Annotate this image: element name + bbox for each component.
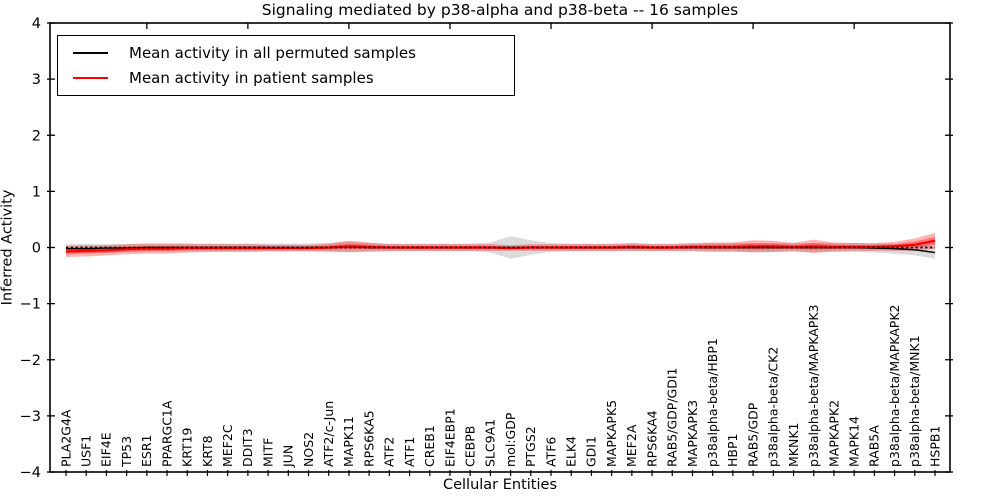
legend-entry-patient: Mean activity in patient samples	[73, 69, 514, 87]
permuted-line-swatch	[73, 52, 108, 54]
x-tick-labels: PLA2G4A USF1 EIF4E TP53 ESR1 PPARGC1A KRT19 KRT…	[58, 305, 942, 469]
x-tick-label: ATF2/c-Jun	[321, 401, 336, 467]
y-tick-label: −3	[20, 409, 41, 425]
x-tick-label: DDIT3	[240, 428, 255, 467]
y-tick-label: 3	[32, 72, 41, 88]
x-tick-label: CEBPB	[462, 426, 477, 467]
y-tick-labels: 4 3 2 1 0 −1 −2 −3 −4	[20, 16, 41, 481]
lines-layer	[65, 239, 936, 254]
x-tick-label: MEF2A	[624, 424, 639, 467]
y-tick-label: 2	[32, 128, 41, 144]
x-tick-label: HBP1	[725, 434, 740, 467]
x-axis-label: Cellular Entities	[442, 477, 558, 493]
x-tick-label: PLA2G4A	[58, 409, 73, 467]
x-tick-label: mol:GDP	[503, 412, 518, 467]
y-axis-label: Inferred Activity	[0, 189, 16, 306]
x-tick-label: MAPKAPK3	[685, 400, 700, 467]
legend-label: Mean activity in all permuted samples	[129, 44, 416, 62]
x-tick-label: RAB5/GDP	[745, 402, 760, 467]
x-tick-label: PTGS2	[523, 426, 538, 467]
x-tick-label: EIF4EBP1	[442, 408, 457, 467]
x-tick-label: CREB1	[422, 425, 437, 467]
chart-title: Signaling mediated by p38-alpha and p38-…	[261, 1, 739, 19]
x-tick-label: SLC9A1	[483, 419, 498, 467]
x-tick-label: ESR1	[139, 435, 154, 467]
x-tick-label: MKNK1	[786, 423, 801, 467]
y-tick-label: 0	[32, 241, 41, 257]
y-tick-label: −2	[20, 353, 41, 369]
x-tick-label: RPS6KA4	[644, 410, 659, 467]
axes-layer	[47, 22, 953, 476]
x-tick-label: RAB5A	[867, 425, 882, 467]
legend-label: Mean activity in patient samples	[129, 69, 374, 87]
x-tick-label: EIF4E	[99, 432, 114, 467]
x-tick-label: USF1	[79, 435, 94, 467]
x-tick-label: HSPB1	[927, 426, 942, 467]
x-tick-label: MAPK14	[846, 416, 861, 467]
x-tick-label: PPARGC1A	[159, 400, 174, 467]
x-tick-label: KRT19	[180, 427, 195, 467]
x-tick-label: RPS6KA5	[361, 410, 376, 467]
x-tick-label: ATF1	[402, 437, 417, 467]
x-tick-label: ATF6	[543, 437, 558, 467]
x-tick-label: KRT8	[200, 435, 215, 467]
y-tick-label: 4	[32, 16, 41, 32]
x-tick-label: GDI1	[584, 436, 599, 467]
x-tick-label: MEF2C	[220, 424, 235, 467]
x-tick-label: p38alpha-beta/MNK1	[907, 335, 922, 467]
y-tick-label: −1	[20, 297, 41, 313]
x-tick-label: MAPK11	[341, 416, 356, 467]
y-tick-label: 1	[32, 184, 41, 200]
x-tick-label: ELK4	[564, 436, 579, 467]
x-tick-label: ATF2	[382, 437, 397, 467]
x-tick-label: MAPKAPK5	[604, 400, 619, 467]
x-tick-label: p38alpha-beta/HBP1	[705, 338, 720, 467]
legend-entry-permuted: Mean activity in all permuted samples	[73, 44, 514, 62]
x-tick-label: MAPKAPK2	[826, 400, 841, 467]
y-tick-label: −4	[20, 465, 41, 481]
x-tick-label: p38alpha-beta/MAPKAPK2	[887, 305, 902, 468]
patient-std-band-outer	[66, 232, 935, 258]
x-tick-label: p38alpha-beta/CK2	[766, 347, 781, 467]
patient-line-swatch	[73, 77, 108, 79]
x-tick-label: JUN	[281, 445, 296, 468]
x-tick-label: TP53	[119, 436, 134, 468]
x-tick-label: p38alpha-beta/MAPKAPK3	[806, 305, 821, 468]
legend: Mean activity in all permuted samples Me…	[57, 35, 515, 96]
x-tick-label: NOS2	[301, 432, 316, 467]
x-tick-label: MITF	[260, 438, 275, 467]
x-tick-label: RAB5/GDP/GDI1	[665, 368, 680, 467]
